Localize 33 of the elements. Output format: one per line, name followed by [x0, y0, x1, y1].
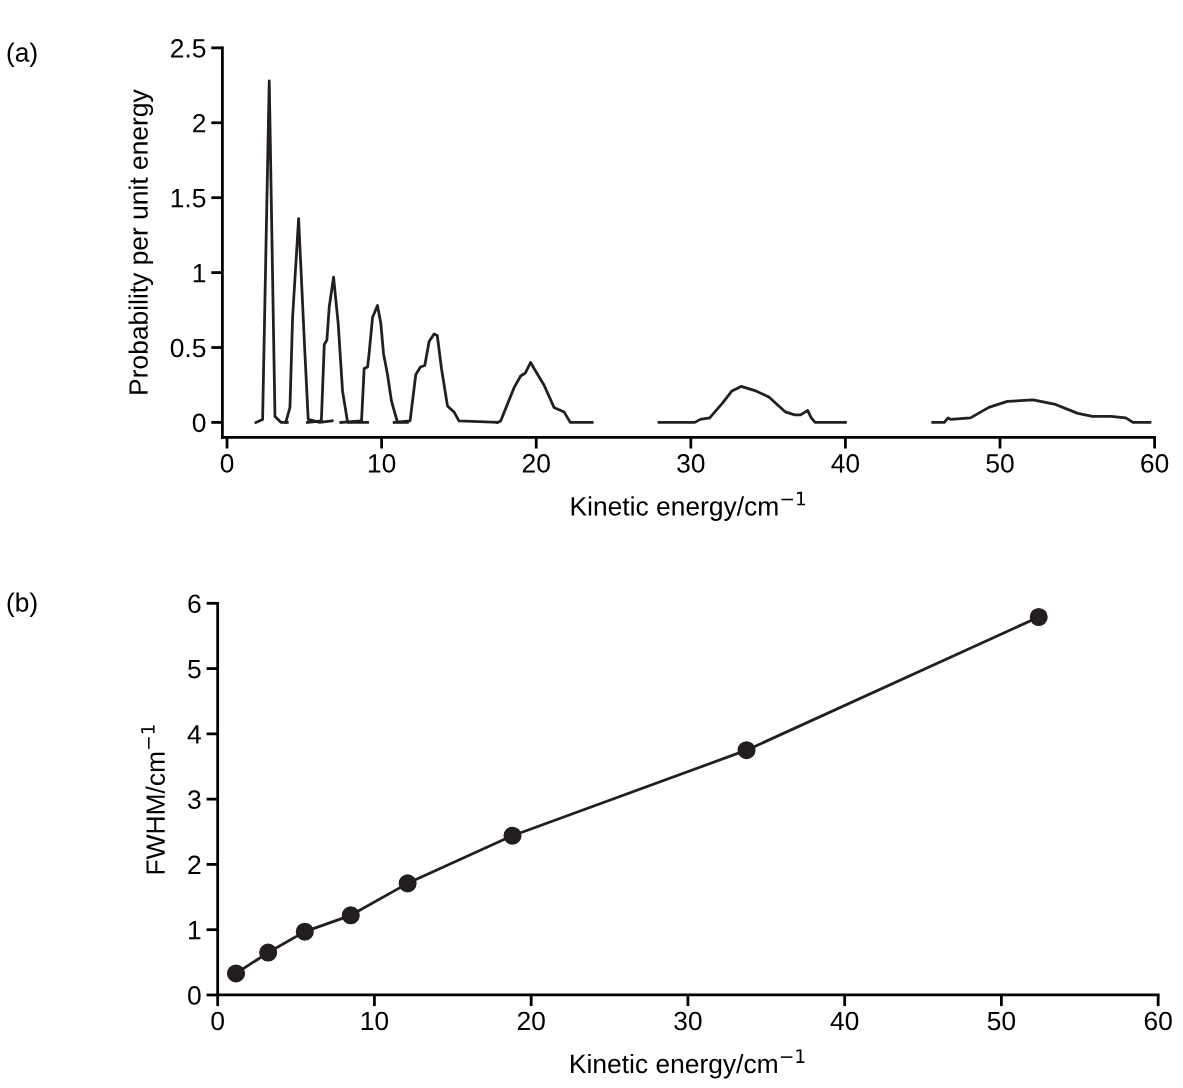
x-tick-label: 10 — [361, 1011, 389, 1031]
x-tick-label: 0 — [220, 454, 234, 473]
y-tick-label: 2.5 — [171, 39, 206, 58]
y-axis-title: Probability per unit energy — [128, 89, 154, 394]
x-axis-title: Kinetic energy/cm$^{−1}$ — [571, 491, 805, 521]
y-tick-label: 0 — [188, 986, 201, 1005]
x-tick-label: 60 — [1144, 1011, 1172, 1031]
x-tick-label: 20 — [522, 454, 550, 473]
y-axis-title: FWHM/cm$^{−1}$ — [141, 725, 165, 874]
y-tick-label: 1 — [193, 263, 206, 283]
y-tick-label: 0.5 — [170, 338, 206, 358]
x-tick-label: 50 — [987, 1011, 1016, 1031]
y-tick-label: 1 — [189, 921, 201, 940]
y-tick-label: 2 — [193, 113, 206, 133]
y-tick-label: 2 — [188, 855, 201, 874]
y-tick-label: 1.5 — [171, 189, 206, 208]
y-tick-label: 4 — [187, 725, 201, 744]
x-tick-label: 40 — [831, 454, 860, 473]
text: (a) — [7, 42, 37, 68]
x-tick-label: 20 — [517, 1011, 545, 1031]
y-tick-label: 3 — [188, 790, 201, 809]
y-tick-label: 6 — [188, 594, 201, 614]
x-tick-label: 30 — [677, 454, 705, 473]
y-tick-label: 0 — [192, 413, 206, 433]
x-tick-label: 50 — [986, 454, 1014, 473]
x-tick-label: 10 — [368, 454, 396, 473]
x-axis-title: Kinetic energy/cm$^{−1}$ — [571, 1049, 805, 1079]
x-tick-label: 60 — [1141, 454, 1169, 473]
text: (b) — [7, 592, 37, 617]
x-tick-label: 40 — [830, 1011, 859, 1031]
x-tick-label: 0 — [211, 1011, 224, 1031]
x-tick-label: 30 — [674, 1011, 702, 1031]
y-tick-label: 5 — [188, 659, 201, 679]
